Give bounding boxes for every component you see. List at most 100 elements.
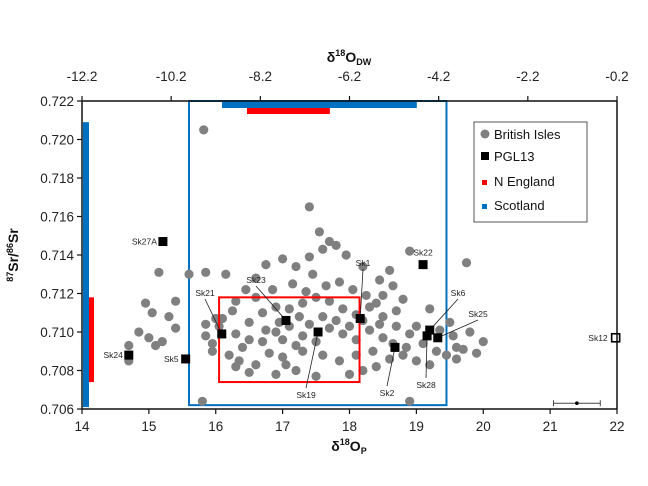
x2-tick-label: -4.2 bbox=[427, 69, 450, 84]
pgl13-point bbox=[422, 331, 432, 341]
british-isles-point bbox=[304, 202, 314, 212]
pgl13-point bbox=[217, 329, 227, 339]
pgl13-point-label: Sk28 bbox=[416, 380, 436, 390]
british-isles-point bbox=[311, 371, 321, 381]
british-isles-point bbox=[358, 261, 368, 272]
british-isles-point bbox=[207, 338, 218, 349]
british-isles-point bbox=[465, 327, 475, 337]
legend-box bbox=[473, 121, 588, 223]
pgl13-point-label: Sk21 bbox=[195, 288, 215, 298]
y-tick-label: 0.706 bbox=[40, 402, 74, 417]
british-isles-point bbox=[425, 360, 435, 370]
y-tick-label: 0.720 bbox=[40, 133, 74, 148]
leader-line bbox=[429, 298, 459, 331]
leader-line bbox=[425, 335, 428, 379]
x-tick-label: 17 bbox=[275, 419, 290, 434]
british-isles-point bbox=[471, 348, 482, 358]
british-isles-point bbox=[301, 286, 311, 297]
british-isles-point bbox=[154, 267, 164, 277]
x-axis-title: δ18OP bbox=[331, 437, 366, 456]
x-tick-label: 22 bbox=[609, 419, 624, 434]
british-isles-point bbox=[398, 294, 408, 304]
british-isles-point bbox=[405, 246, 415, 256]
x2-axis-title: δ18ODW bbox=[327, 48, 372, 67]
leader-line bbox=[305, 331, 319, 389]
british-isles-point bbox=[368, 346, 378, 356]
british-isles-point bbox=[134, 327, 144, 337]
y-tick-label: 0.708 bbox=[40, 364, 74, 379]
british-isles-point bbox=[405, 329, 415, 339]
british-isles-point bbox=[344, 369, 355, 379]
british-isles-point bbox=[378, 333, 388, 343]
british-isles-point bbox=[291, 340, 301, 351]
british-isles-point bbox=[391, 306, 401, 316]
x-tick-label: 14 bbox=[74, 419, 90, 434]
british-isles-point bbox=[237, 342, 248, 352]
x-tick-label: 16 bbox=[208, 419, 223, 434]
british-isles-point bbox=[324, 236, 335, 247]
british-isles-point bbox=[278, 335, 288, 345]
british-isles-point bbox=[411, 321, 421, 331]
x2-tick-label: -6.2 bbox=[338, 69, 361, 84]
british-isles-point bbox=[334, 356, 345, 366]
british-isles-point bbox=[291, 261, 301, 272]
pgl13-point bbox=[313, 327, 323, 337]
legend: British Isles PGL13 N England Scotland bbox=[473, 121, 588, 223]
scotland-dw-bar bbox=[221, 102, 417, 108]
british-isles-point bbox=[199, 125, 209, 135]
british-isles-point bbox=[298, 346, 308, 356]
british-isles-point bbox=[425, 304, 435, 314]
british-isles-point bbox=[374, 275, 385, 285]
british-isles-point bbox=[411, 356, 421, 366]
pgl13-point-label: Sk1 bbox=[356, 258, 371, 268]
british-isles-point bbox=[251, 360, 261, 370]
british-isles-point bbox=[217, 313, 228, 324]
british-isles-point bbox=[244, 317, 254, 327]
british-isles-point bbox=[304, 252, 314, 262]
british-isles-point bbox=[184, 269, 194, 279]
n-england-dw-bar bbox=[246, 108, 330, 114]
x2-tick-label: -10.2 bbox=[156, 69, 187, 84]
british-isles-point bbox=[244, 335, 254, 345]
british-isles-point bbox=[344, 321, 355, 331]
british-isles-point bbox=[385, 265, 395, 275]
pgl13-point-label: Sk23 bbox=[246, 275, 266, 285]
british-isles-point bbox=[324, 296, 335, 306]
british-isles-point bbox=[234, 356, 244, 366]
x-tick-label: 15 bbox=[141, 419, 156, 434]
british-isles-point bbox=[197, 396, 207, 406]
scotland-sr-strip bbox=[83, 122, 89, 408]
british-isles-point bbox=[271, 327, 281, 337]
british-isles-point bbox=[331, 240, 341, 250]
x2-tick-label: -12.2 bbox=[67, 69, 98, 84]
british-isles-point bbox=[388, 281, 398, 291]
british-isles-point bbox=[364, 325, 375, 335]
x2-tick-label: -8.2 bbox=[249, 69, 272, 84]
british-isles-point bbox=[171, 323, 181, 333]
british-isles-point bbox=[431, 346, 442, 356]
british-isles-point bbox=[271, 369, 281, 379]
british-isles-point bbox=[278, 254, 288, 264]
pgl13-point bbox=[433, 333, 443, 343]
british-isles-point bbox=[231, 296, 241, 306]
british-isles-point bbox=[124, 340, 134, 351]
british-isles-point bbox=[378, 312, 388, 322]
british-isles-point bbox=[147, 308, 157, 318]
british-isles-point bbox=[201, 267, 211, 277]
y-axis-title: 87Sr/86Sr bbox=[5, 228, 21, 282]
british-isles-point bbox=[140, 298, 151, 308]
british-isles-point bbox=[348, 285, 358, 295]
british-isles-point bbox=[338, 329, 348, 339]
british-isles-point bbox=[261, 325, 271, 335]
legend-label-pgl13: PGL13 bbox=[494, 149, 534, 164]
british-isles-point bbox=[157, 337, 167, 347]
british-isles-point bbox=[291, 365, 301, 376]
british-isles-point bbox=[304, 319, 314, 329]
pgl13-point bbox=[418, 260, 428, 270]
pgl13-point bbox=[281, 315, 291, 325]
british-isles-point bbox=[281, 360, 291, 370]
legend-label-scotland: Scotland bbox=[494, 198, 545, 213]
pgl13-point bbox=[390, 342, 400, 352]
legend-marker-british-isles bbox=[480, 129, 490, 139]
